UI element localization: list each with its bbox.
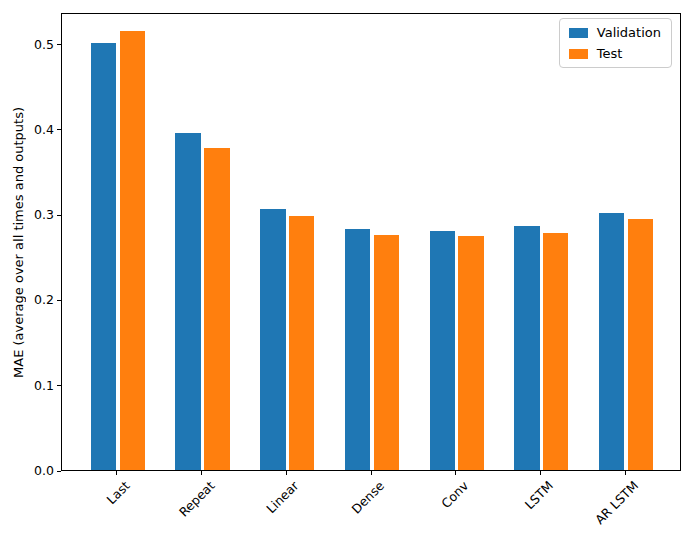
bar-validation-linear bbox=[260, 209, 285, 470]
y-tick-mark-0.3 bbox=[57, 215, 61, 216]
x-tick-mark-dense bbox=[371, 471, 372, 475]
y-tick-label: 0.0 bbox=[0, 463, 54, 479]
y-tick-mark-0.4 bbox=[57, 129, 61, 130]
bar-validation-conv bbox=[430, 231, 455, 470]
x-tick-label-repeat: Repeat bbox=[175, 478, 217, 520]
x-tick-label-lstm: LSTM bbox=[522, 478, 556, 512]
bar-validation-lstm bbox=[514, 226, 539, 470]
x-tick-label-linear: Linear bbox=[264, 478, 302, 516]
y-axis-label: MAE (average over all times and outputs) bbox=[11, 107, 26, 378]
bar-test-repeat bbox=[204, 148, 229, 470]
legend-item-validation: Validation bbox=[569, 25, 661, 40]
y-tick-mark-0.1 bbox=[57, 385, 61, 386]
x-tick-label-ar-lstm: AR LSTM bbox=[592, 478, 641, 527]
bar-test-dense bbox=[374, 235, 399, 470]
bar-test-lstm bbox=[543, 233, 568, 470]
y-tick-mark-0.0 bbox=[57, 471, 61, 472]
bar-validation-repeat bbox=[175, 133, 200, 470]
legend-item-test: Test bbox=[569, 46, 661, 61]
y-tick-label: 0.2 bbox=[0, 292, 54, 308]
bar-validation-dense bbox=[345, 229, 370, 470]
y-tick-label: 0.3 bbox=[0, 207, 54, 223]
x-tick-label-last: Last bbox=[103, 478, 132, 507]
x-tick-mark-linear bbox=[286, 471, 287, 475]
legend-swatch-test bbox=[569, 49, 588, 59]
y-tick-label: 0.4 bbox=[0, 122, 54, 138]
x-tick-mark-repeat bbox=[201, 471, 202, 475]
x-tick-label-dense: Dense bbox=[348, 478, 387, 517]
x-tick-mark-ar-lstm bbox=[625, 471, 626, 475]
figure: MAE (average over all times and outputs)… bbox=[0, 0, 691, 544]
x-tick-mark-last bbox=[116, 471, 117, 475]
bar-validation-last bbox=[91, 43, 116, 470]
x-tick-label-conv: Conv bbox=[438, 478, 471, 511]
bar-test-ar-lstm bbox=[628, 219, 653, 470]
y-tick-label: 0.1 bbox=[0, 378, 54, 394]
y-tick-mark-0.5 bbox=[57, 44, 61, 45]
plot-area bbox=[61, 13, 681, 471]
y-axis-label-wrap: MAE (average over all times and outputs) bbox=[8, 13, 28, 471]
x-tick-mark-conv bbox=[455, 471, 456, 475]
legend: Validation Test bbox=[559, 18, 672, 68]
bar-test-last bbox=[120, 31, 145, 470]
legend-label: Test bbox=[597, 46, 623, 61]
y-tick-label: 0.5 bbox=[0, 37, 54, 53]
bar-test-linear bbox=[289, 216, 314, 470]
legend-label: Validation bbox=[597, 25, 661, 40]
legend-swatch-validation bbox=[569, 28, 588, 38]
bar-validation-ar-lstm bbox=[599, 213, 624, 470]
y-tick-mark-0.2 bbox=[57, 300, 61, 301]
bar-test-conv bbox=[458, 236, 483, 470]
x-tick-mark-lstm bbox=[540, 471, 541, 475]
